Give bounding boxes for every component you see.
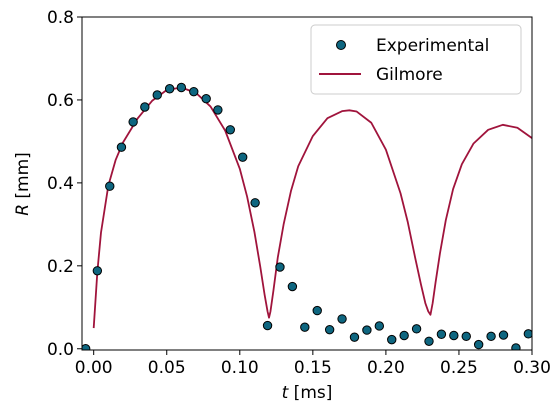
experimental-data-point xyxy=(189,86,199,97)
x-tick-label: 0.25 xyxy=(440,358,478,378)
y-tick-label: 0.6 xyxy=(47,91,74,111)
experimental-data-point xyxy=(387,334,397,345)
experimental-data-point xyxy=(498,330,509,340)
experimental-point-layer xyxy=(82,82,532,350)
legend-label-experimental: Experimental xyxy=(376,36,489,56)
x-tick-label: 0.20 xyxy=(367,358,405,378)
experimental-data-point xyxy=(337,314,347,324)
legend-box xyxy=(310,24,522,95)
experimental-data-point xyxy=(362,325,372,335)
experimental-data-point xyxy=(449,330,459,341)
experimental-data-point xyxy=(201,93,211,104)
legend: Experimental Gilmore xyxy=(310,24,522,95)
x-tick-label: 0.10 xyxy=(221,358,259,378)
experimental-data-point xyxy=(262,320,273,331)
experimental-data-point xyxy=(213,105,223,115)
experimental-data-point xyxy=(300,322,310,332)
experimental-data-point xyxy=(140,102,150,112)
experimental-data-point xyxy=(511,343,521,350)
experimental-data-point xyxy=(225,125,236,135)
experimental-data-point xyxy=(275,262,285,272)
experimental-data-point xyxy=(250,198,260,208)
y-axis-label: R [mm] xyxy=(13,152,33,216)
experimental-data-point xyxy=(424,336,434,346)
x-tick-label: 0.05 xyxy=(148,358,186,378)
y-axis-unit: [mm] xyxy=(13,152,33,204)
experimental-data-point xyxy=(105,181,115,191)
experimental-data-point xyxy=(238,152,248,162)
x-axis-label: t [ms] xyxy=(282,383,333,403)
y-tick-label: 0.8 xyxy=(47,8,74,28)
experimental-data-point xyxy=(399,330,409,341)
experimental-data-point xyxy=(461,331,471,342)
x-axis-unit: [ms] xyxy=(288,383,332,403)
experimental-data-point xyxy=(116,142,127,152)
x-tick-label: 0.15 xyxy=(294,358,332,378)
x-tick-label: 0.30 xyxy=(513,358,551,378)
experimental-data-point xyxy=(82,344,91,350)
experimental-data-point xyxy=(92,266,103,276)
y-axis-symbol: R xyxy=(13,204,33,216)
experimental-data-point xyxy=(128,117,138,127)
x-axis-symbol: t xyxy=(282,383,290,403)
legend-label-gilmore: Gilmore xyxy=(376,65,443,85)
experimental-data-point xyxy=(523,329,532,339)
experimental-data-point xyxy=(374,321,385,331)
experimental-data-point xyxy=(152,90,162,100)
experimental-data-point xyxy=(176,82,187,93)
x-tick-label: 0.00 xyxy=(75,358,113,378)
y-tick-label: 0.4 xyxy=(47,174,74,194)
gilmore-series-line xyxy=(92,86,532,329)
legend-marker-experimental xyxy=(336,40,346,50)
experimental-data-point xyxy=(324,324,335,335)
y-tick-label: 0.0 xyxy=(47,340,74,360)
y-tick-label: 0.2 xyxy=(47,257,74,277)
experimental-data-point xyxy=(164,84,175,94)
experimental-data-point xyxy=(287,281,298,292)
gilmore-line-layer xyxy=(92,86,532,329)
experimental-data-point xyxy=(436,329,447,339)
experimental-data-point xyxy=(486,331,496,342)
experimental-data-point xyxy=(312,305,322,316)
plot-area xyxy=(82,82,532,350)
tick-labels: 0.00 0.05 0.10 0.15 0.20 0.25 0.30 0.0 0.2 0.4 0.6… xyxy=(47,8,551,378)
experimental-data-point xyxy=(349,332,360,342)
plot-frame xyxy=(81,16,533,351)
experimental-data-point xyxy=(411,324,422,334)
tick-marks xyxy=(77,16,533,355)
experimental-data-point xyxy=(473,339,484,350)
